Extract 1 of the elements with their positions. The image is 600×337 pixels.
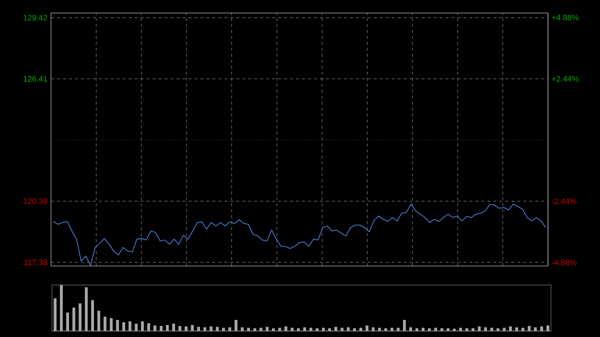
line-series: [52, 204, 546, 266]
